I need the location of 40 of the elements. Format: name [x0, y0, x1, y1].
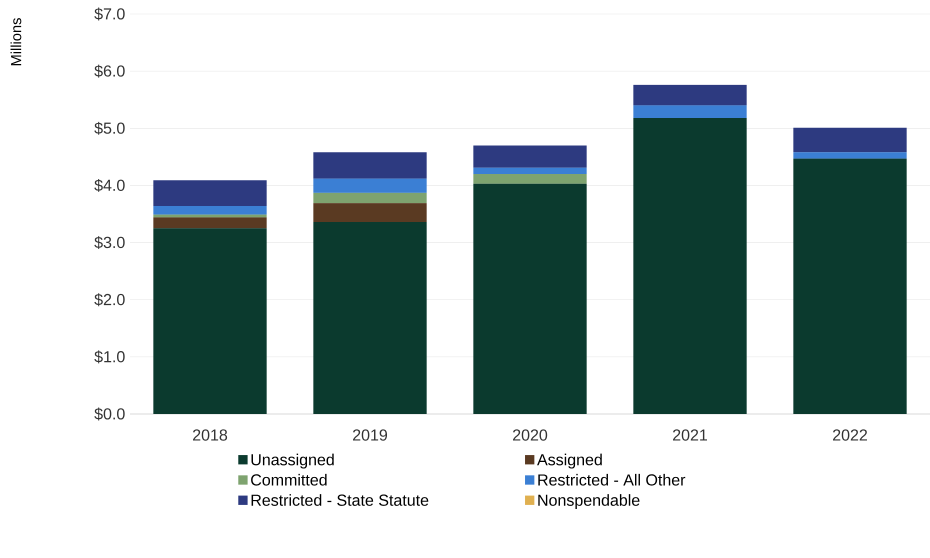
y-tick-label: $3.0 — [94, 236, 125, 250]
bar — [473, 145, 587, 168]
legend-label: Nonspendable — [538, 494, 640, 510]
x-tick-label: 2021 — [673, 429, 708, 441]
bar — [153, 206, 267, 215]
bar — [473, 168, 587, 174]
bar — [313, 203, 427, 222]
legend-label: Restricted - State Statute — [252, 494, 428, 506]
bar — [313, 152, 427, 179]
legend-label: Committed — [251, 474, 327, 486]
bar — [313, 178, 427, 193]
bar — [793, 128, 907, 152]
y-axis-title: Millions — [10, 18, 22, 66]
bar — [793, 152, 907, 159]
bar — [313, 192, 427, 204]
y-tick-label: $2.0 — [94, 293, 125, 306]
x-tick-label: 2018 — [193, 429, 228, 441]
bar — [633, 105, 747, 118]
bar — [473, 174, 587, 184]
bar — [473, 184, 587, 414]
bar — [153, 228, 267, 414]
x-tick-label: 2020 — [513, 429, 548, 441]
bar — [153, 180, 267, 206]
bar — [153, 214, 267, 218]
legend-label: Unassigned — [252, 454, 334, 469]
bar — [633, 118, 747, 414]
y-tick-label: $0.0 — [94, 408, 125, 420]
y-tick-label: $1.0 — [94, 350, 125, 364]
bar — [633, 84, 747, 106]
legend-label: Assigned — [537, 454, 602, 469]
bar — [313, 222, 427, 414]
y-tick-label: $7.0 — [94, 8, 125, 20]
y-tick-label: $6.0 — [94, 64, 125, 78]
bar — [153, 217, 267, 228]
y-tick-label: $4.0 — [94, 178, 125, 192]
legend-label: Restricted - All Other — [538, 474, 686, 486]
x-tick-label: 2019 — [353, 429, 388, 441]
bar — [793, 158, 907, 414]
y-tick-label: $5.0 — [94, 122, 125, 135]
x-tick-label: 2022 — [833, 429, 867, 441]
